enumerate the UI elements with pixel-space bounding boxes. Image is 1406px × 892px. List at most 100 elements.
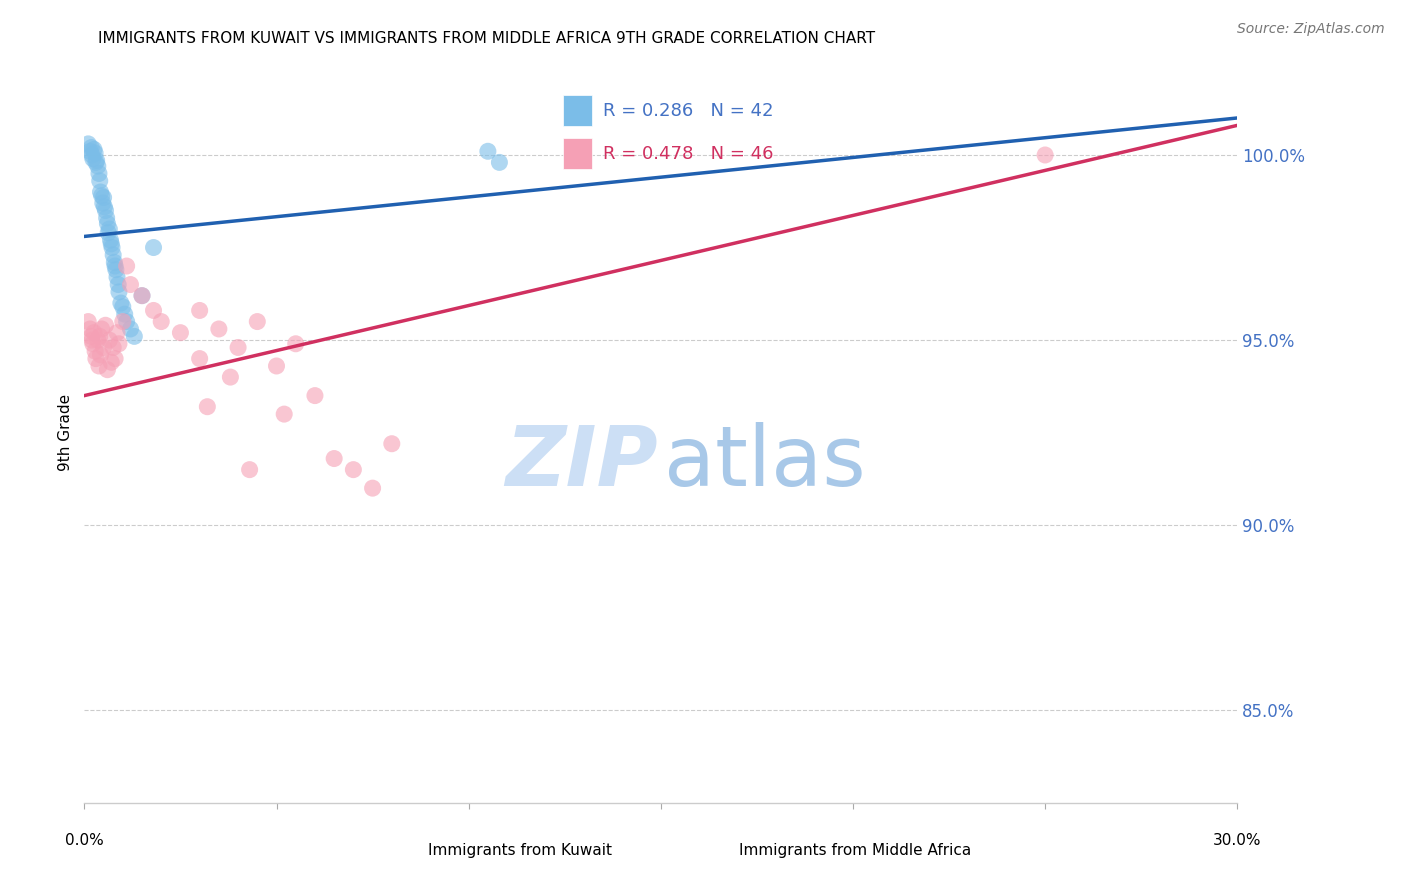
Point bbox=[105, 326, 128, 340]
Point bbox=[100, 236, 122, 251]
Text: atlas: atlas bbox=[664, 422, 866, 503]
Point bbox=[96, 211, 118, 225]
Point bbox=[100, 233, 122, 247]
Point bbox=[226, 341, 249, 355]
FancyBboxPatch shape bbox=[562, 138, 592, 169]
Point bbox=[87, 159, 110, 173]
Point bbox=[87, 167, 110, 181]
Point bbox=[273, 407, 295, 421]
Point bbox=[96, 217, 118, 231]
Point bbox=[1033, 148, 1056, 162]
Text: Source: ZipAtlas.com: Source: ZipAtlas.com bbox=[1237, 22, 1385, 37]
FancyBboxPatch shape bbox=[402, 840, 422, 864]
Text: Immigrants from Middle Africa: Immigrants from Middle Africa bbox=[740, 844, 972, 858]
Point bbox=[108, 336, 131, 351]
Text: 30.0%: 30.0% bbox=[1213, 833, 1261, 848]
Point bbox=[94, 203, 117, 218]
Point bbox=[110, 296, 132, 310]
Point bbox=[93, 200, 115, 214]
Point bbox=[79, 322, 101, 336]
Point bbox=[477, 145, 499, 159]
Point bbox=[80, 329, 103, 343]
Point bbox=[84, 351, 107, 366]
Point bbox=[246, 314, 269, 328]
Point bbox=[100, 355, 122, 369]
Point bbox=[124, 329, 146, 343]
Point bbox=[120, 322, 142, 336]
Point bbox=[80, 148, 103, 162]
Point bbox=[208, 322, 231, 336]
Point bbox=[131, 288, 153, 302]
Point bbox=[323, 451, 346, 466]
Point bbox=[90, 188, 112, 202]
Point bbox=[96, 362, 118, 376]
Point bbox=[84, 344, 107, 359]
Point bbox=[266, 359, 288, 373]
Point bbox=[89, 174, 111, 188]
Y-axis label: 9th Grade: 9th Grade bbox=[58, 394, 73, 471]
Point bbox=[239, 462, 262, 476]
Point bbox=[108, 285, 131, 299]
Point bbox=[169, 326, 191, 340]
Point bbox=[84, 146, 107, 161]
Point bbox=[142, 241, 165, 255]
Point bbox=[94, 318, 117, 333]
Text: 0.0%: 0.0% bbox=[65, 833, 104, 848]
Point bbox=[93, 341, 115, 355]
Point bbox=[304, 388, 326, 402]
Point bbox=[104, 351, 127, 366]
Point bbox=[111, 300, 134, 314]
Point bbox=[93, 190, 115, 204]
Point bbox=[82, 152, 104, 166]
Point bbox=[89, 185, 111, 199]
Point bbox=[188, 351, 211, 366]
Text: IMMIGRANTS FROM KUWAIT VS IMMIGRANTS FROM MIDDLE AFRICA 9TH GRADE CORRELATION CH: IMMIGRANTS FROM KUWAIT VS IMMIGRANTS FRO… bbox=[98, 31, 876, 46]
Point bbox=[342, 462, 364, 476]
Point bbox=[83, 143, 105, 157]
Point bbox=[114, 307, 136, 321]
Point bbox=[98, 333, 121, 347]
Point bbox=[103, 255, 125, 269]
Point bbox=[80, 333, 103, 347]
Point bbox=[104, 259, 127, 273]
Point bbox=[361, 481, 384, 495]
Point bbox=[89, 348, 111, 362]
Point bbox=[97, 226, 120, 240]
Point bbox=[82, 336, 104, 351]
Point bbox=[142, 303, 165, 318]
Point bbox=[79, 145, 101, 159]
Point bbox=[98, 222, 121, 236]
Point bbox=[107, 277, 129, 292]
Point bbox=[111, 314, 134, 328]
Point bbox=[103, 341, 124, 355]
Point bbox=[188, 303, 211, 318]
Text: R = 0.286   N = 42: R = 0.286 N = 42 bbox=[603, 102, 773, 120]
Point bbox=[104, 262, 127, 277]
Point bbox=[80, 140, 103, 154]
Point bbox=[284, 336, 307, 351]
Point bbox=[131, 288, 153, 302]
Point bbox=[87, 333, 110, 347]
Point bbox=[86, 153, 108, 168]
Point bbox=[77, 314, 100, 328]
Point bbox=[120, 277, 142, 292]
Point bbox=[115, 259, 138, 273]
Point bbox=[115, 314, 138, 328]
Point bbox=[105, 270, 128, 285]
FancyBboxPatch shape bbox=[713, 840, 734, 864]
Point bbox=[219, 370, 242, 384]
Point bbox=[89, 329, 111, 343]
Point bbox=[91, 196, 114, 211]
Point bbox=[381, 436, 404, 450]
Point bbox=[77, 136, 100, 151]
Point bbox=[87, 359, 110, 373]
Point bbox=[103, 248, 124, 262]
Point bbox=[84, 155, 107, 169]
Point bbox=[195, 400, 218, 414]
Text: Immigrants from Kuwait: Immigrants from Kuwait bbox=[427, 844, 612, 858]
Text: R = 0.478   N = 46: R = 0.478 N = 46 bbox=[603, 145, 773, 162]
Point bbox=[101, 241, 124, 255]
Point bbox=[150, 314, 173, 328]
Point bbox=[90, 322, 112, 336]
Point bbox=[488, 155, 510, 169]
